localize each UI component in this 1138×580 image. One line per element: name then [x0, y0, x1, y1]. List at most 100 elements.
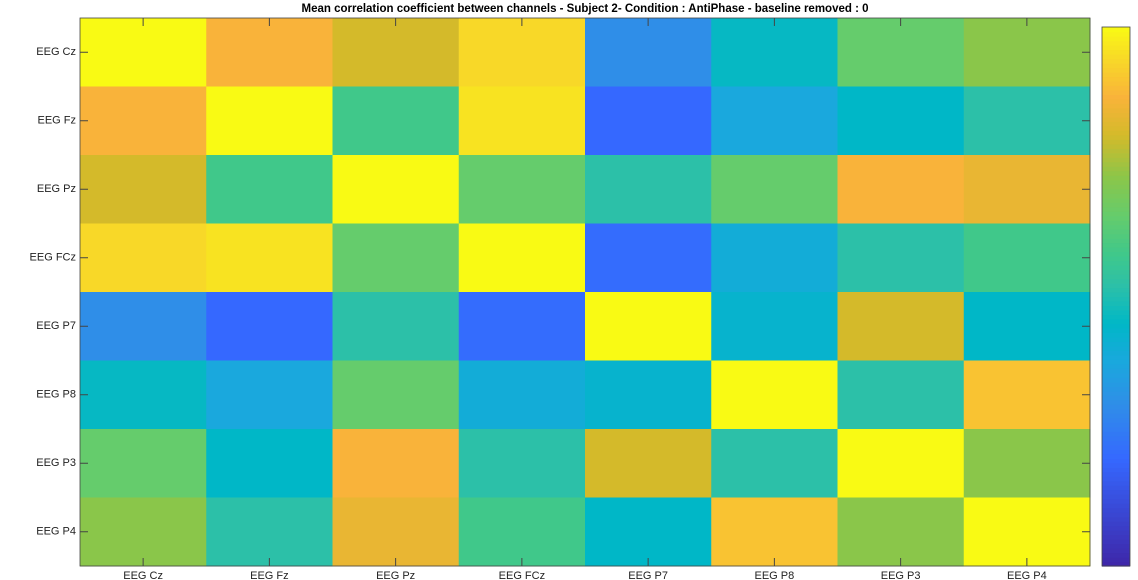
colorbar-slice	[1102, 543, 1130, 549]
colorbar-slice	[1102, 462, 1130, 468]
colorbar-slice	[1102, 287, 1130, 293]
colorbar-slice	[1102, 31, 1130, 37]
heatmap-cell	[80, 155, 207, 224]
colorbar-slice	[1102, 305, 1130, 311]
y-tick-label: EEG Fz	[37, 115, 76, 127]
heatmap-cell	[963, 292, 1091, 361]
colorbar-slice	[1102, 143, 1130, 149]
colorbar-slice	[1102, 296, 1130, 302]
heatmap-cell	[585, 155, 712, 224]
heatmap-cell	[332, 360, 460, 430]
heatmap-cell	[458, 292, 586, 361]
colorbar-slice	[1102, 417, 1130, 423]
colorbar-slice	[1102, 327, 1130, 334]
colorbar-slice	[1102, 336, 1130, 343]
colorbar-slice	[1102, 341, 1130, 347]
heatmap-cell	[711, 18, 838, 87]
colorbar-slice	[1102, 489, 1130, 495]
colorbar-slice	[1102, 53, 1130, 60]
x-tick-label: EEG P4	[1007, 570, 1047, 580]
colorbar-slice	[1102, 76, 1130, 82]
heatmap-cell	[458, 360, 586, 430]
heatmap-cell	[80, 292, 207, 361]
colorbar-slice	[1102, 148, 1130, 154]
x-tick-label: EEG FCz	[499, 570, 545, 580]
colorbar-slice	[1102, 85, 1130, 91]
chart-title: Mean correlation coefficient between cha…	[301, 3, 868, 15]
colorbar-slice	[1102, 354, 1130, 360]
colorbar-slice	[1102, 534, 1130, 540]
y-tick-label: EEG Pz	[37, 183, 76, 195]
colorbar-slice	[1102, 89, 1130, 95]
colorbar-slice	[1102, 413, 1130, 419]
colorbar-slice	[1102, 300, 1130, 307]
colorbar-slice	[1102, 539, 1130, 545]
heatmap-cell	[80, 223, 207, 293]
colorbar-slice	[1102, 161, 1130, 167]
colorbar-slice	[1102, 224, 1130, 230]
colorbar-slice	[1102, 197, 1130, 203]
heatmap-cell	[585, 18, 712, 87]
colorbar-slice	[1102, 485, 1130, 491]
heatmap-cell	[80, 429, 207, 498]
colorbar-slice	[1102, 363, 1130, 369]
heatmap-cell	[458, 18, 586, 87]
colorbar-slice	[1102, 125, 1130, 131]
colorbar-slice	[1102, 449, 1130, 455]
colorbar-slice	[1102, 184, 1130, 190]
colorbar-slice	[1102, 283, 1130, 289]
colorbar-slice	[1102, 233, 1130, 239]
colorbar-slice	[1102, 274, 1130, 280]
colorbar-slice	[1102, 260, 1130, 266]
colorbar-slice	[1102, 435, 1130, 441]
colorbar-slice	[1102, 350, 1130, 356]
colorbar-slice	[1102, 179, 1130, 185]
colorbar-slice	[1102, 58, 1130, 64]
y-tick-label: EEG FCz	[30, 252, 76, 264]
heatmap-cell	[837, 18, 965, 87]
heatmap-cell	[963, 155, 1091, 224]
heatmap-cell	[963, 497, 1091, 567]
heatmap-cell	[711, 360, 838, 430]
heatmap-cell	[206, 18, 333, 87]
heatmap-cell	[837, 86, 965, 156]
heatmap-cell	[711, 223, 838, 293]
colorbar-slice	[1102, 116, 1130, 122]
colorbar-slice	[1102, 503, 1130, 509]
colorbar-slice	[1102, 426, 1130, 432]
heatmap-cell	[458, 429, 586, 498]
heatmap-cell	[206, 86, 333, 156]
y-tick-label: EEG P3	[36, 457, 76, 469]
colorbar-slice	[1102, 359, 1130, 365]
colorbar-slice	[1102, 157, 1130, 163]
x-tick-label: EEG P7	[628, 570, 668, 580]
x-tick-label: EEG P8	[755, 570, 795, 580]
colorbar-slice	[1102, 49, 1130, 55]
colorbar-slice	[1102, 175, 1130, 181]
heatmap-cell	[837, 360, 965, 430]
x-tick-label: EEG Pz	[376, 570, 415, 580]
heatmap-cell	[206, 292, 333, 361]
colorbar-slice	[1102, 498, 1130, 504]
heatmap-cell	[332, 429, 460, 498]
colorbar-slice	[1102, 399, 1130, 405]
heatmap-cell	[837, 223, 965, 293]
colorbar-slice	[1102, 188, 1130, 194]
colorbar-slice	[1102, 557, 1130, 563]
colorbar-slice	[1102, 377, 1130, 383]
heatmap-cell	[963, 223, 1091, 293]
heatmap-cell	[332, 155, 460, 224]
heatmap-cell	[332, 292, 460, 361]
x-tick-label: EEG Cz	[123, 570, 163, 580]
colorbar-frame	[1101, 26, 1131, 567]
heatmap-cell	[711, 497, 838, 567]
colorbar-slice	[1102, 193, 1130, 199]
heatmap-cell	[206, 155, 333, 224]
colorbar-slice	[1102, 40, 1130, 46]
heatmap-cell	[206, 497, 333, 567]
colorbar-slice	[1102, 247, 1130, 253]
colorbar-slice	[1102, 44, 1130, 51]
colorbar-slice	[1102, 67, 1130, 73]
colorbar-slice	[1102, 112, 1130, 118]
colorbar-slice	[1102, 170, 1130, 176]
